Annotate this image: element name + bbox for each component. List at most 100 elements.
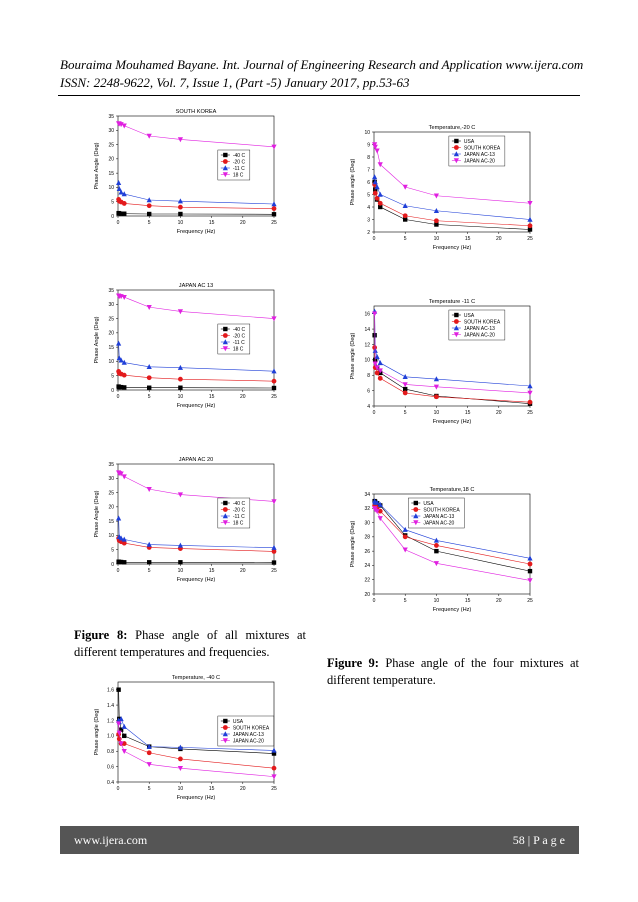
data-point — [146, 375, 152, 381]
y-axis-label: Phase angle (Deg) — [350, 333, 356, 380]
chart-title: Temperature,-20 C — [429, 125, 476, 131]
legend-label: -11 C — [233, 340, 245, 346]
data-point — [527, 390, 533, 396]
series-line — [374, 347, 531, 403]
data-point — [433, 376, 439, 382]
data-point — [372, 345, 378, 350]
data-point — [402, 184, 408, 190]
data-point — [377, 368, 383, 374]
x-tick-label: 0 — [117, 220, 120, 226]
data-point — [374, 365, 380, 371]
legend-label: SOUTH KOREA — [423, 507, 460, 513]
data-point — [271, 549, 277, 554]
data-point — [116, 186, 122, 192]
footer-url: www.ijera.com — [74, 833, 148, 847]
data-point — [118, 211, 124, 216]
y-tick-label: 15 — [108, 345, 114, 351]
data-point — [178, 385, 183, 390]
figure-8-label: Figure 8: — [74, 628, 128, 642]
series-line — [118, 295, 275, 319]
data-point — [121, 723, 127, 729]
x-tick-label: 15 — [465, 236, 471, 242]
data-point — [434, 222, 439, 227]
legend-marker — [222, 507, 228, 512]
x-tick-label: 5 — [404, 598, 407, 604]
legend-marker — [453, 158, 459, 164]
x-tick-label: 20 — [240, 568, 246, 574]
data-point — [433, 537, 439, 543]
data-point — [271, 560, 277, 565]
data-point — [118, 535, 124, 541]
y-tick-label: 4 — [367, 404, 370, 410]
legend-marker — [222, 731, 228, 737]
data-point — [271, 751, 277, 756]
data-point — [271, 206, 277, 211]
data-point — [121, 359, 127, 365]
x-tick-label: 5 — [148, 394, 151, 400]
x-axis-label: Frequency (Hz) — [177, 229, 216, 235]
data-point — [377, 360, 383, 366]
y-axis-label: Phase Angle (Deg) — [94, 142, 100, 189]
y-tick-label: 2 — [367, 230, 370, 236]
data-point — [403, 217, 408, 222]
data-point — [121, 123, 127, 129]
legend-marker — [454, 312, 459, 318]
x-tick-label: 10 — [434, 410, 440, 416]
data-point — [121, 191, 127, 197]
legend-marker — [223, 718, 228, 724]
legend-marker — [222, 513, 228, 519]
x-axis-label: Frequency (Hz) — [433, 245, 472, 251]
data-point — [527, 223, 533, 229]
data-point — [374, 195, 380, 201]
legend-label: JAPAN AC-13 — [233, 732, 264, 738]
y-tick-label: 16 — [364, 311, 370, 317]
chart-temperature-18: Temperature,18 C 0 5 10 15 20 25 20 22 24 26 28 30 32… — [338, 484, 538, 624]
data-point — [116, 515, 122, 521]
y-tick-label: 22 — [364, 578, 370, 584]
series-line — [118, 123, 275, 148]
legend-marker — [454, 138, 459, 144]
data-point — [146, 133, 152, 139]
data-point — [116, 730, 122, 736]
data-point — [374, 499, 380, 505]
data-point — [433, 193, 439, 199]
data-point — [122, 211, 127, 216]
data-point — [118, 727, 124, 732]
legend-marker — [413, 500, 419, 506]
data-point — [121, 536, 127, 542]
x-tick-label: 0 — [117, 394, 120, 400]
data-point — [372, 174, 378, 180]
y-tick-label: 32 — [364, 506, 370, 512]
series-line — [118, 343, 275, 372]
data-point — [372, 361, 378, 367]
y-tick-label: 1.0 — [107, 734, 114, 740]
x-tick-label: 25 — [527, 410, 533, 416]
data-point — [372, 311, 378, 317]
data-point — [178, 376, 183, 382]
data-point — [147, 211, 152, 217]
y-tick-label: 25 — [108, 490, 114, 496]
data-point — [527, 555, 533, 561]
y-tick-label: 6 — [367, 180, 370, 186]
figure-9-text: Phase angle of the four mixtures at diff… — [327, 656, 580, 687]
legend: -40 C-20 C-11 C18 C — [217, 149, 251, 181]
y-tick-label: 28 — [364, 535, 370, 541]
legend-label: SOUTH KOREA — [464, 145, 501, 151]
chart-svg: Temperature,18 C 0 5 10 15 20 25 20 22 24 26 28 30 32… — [350, 487, 533, 613]
data-point — [177, 309, 183, 315]
data-point — [118, 471, 124, 477]
data-point — [118, 559, 124, 565]
x-tick-label: 0 — [373, 410, 376, 416]
legend-marker — [413, 507, 419, 512]
legend-label: -20 C — [233, 507, 246, 513]
data-point — [271, 378, 277, 384]
y-axis-label: Phase Angle (Deg) — [94, 490, 100, 537]
legend-marker — [222, 520, 228, 526]
legend: -40 C-20 C-11 C18 C — [217, 497, 251, 529]
data-point — [146, 304, 152, 310]
data-point — [147, 560, 152, 565]
x-tick-label: 25 — [271, 568, 277, 574]
data-point — [271, 201, 277, 207]
data-point — [146, 197, 152, 203]
